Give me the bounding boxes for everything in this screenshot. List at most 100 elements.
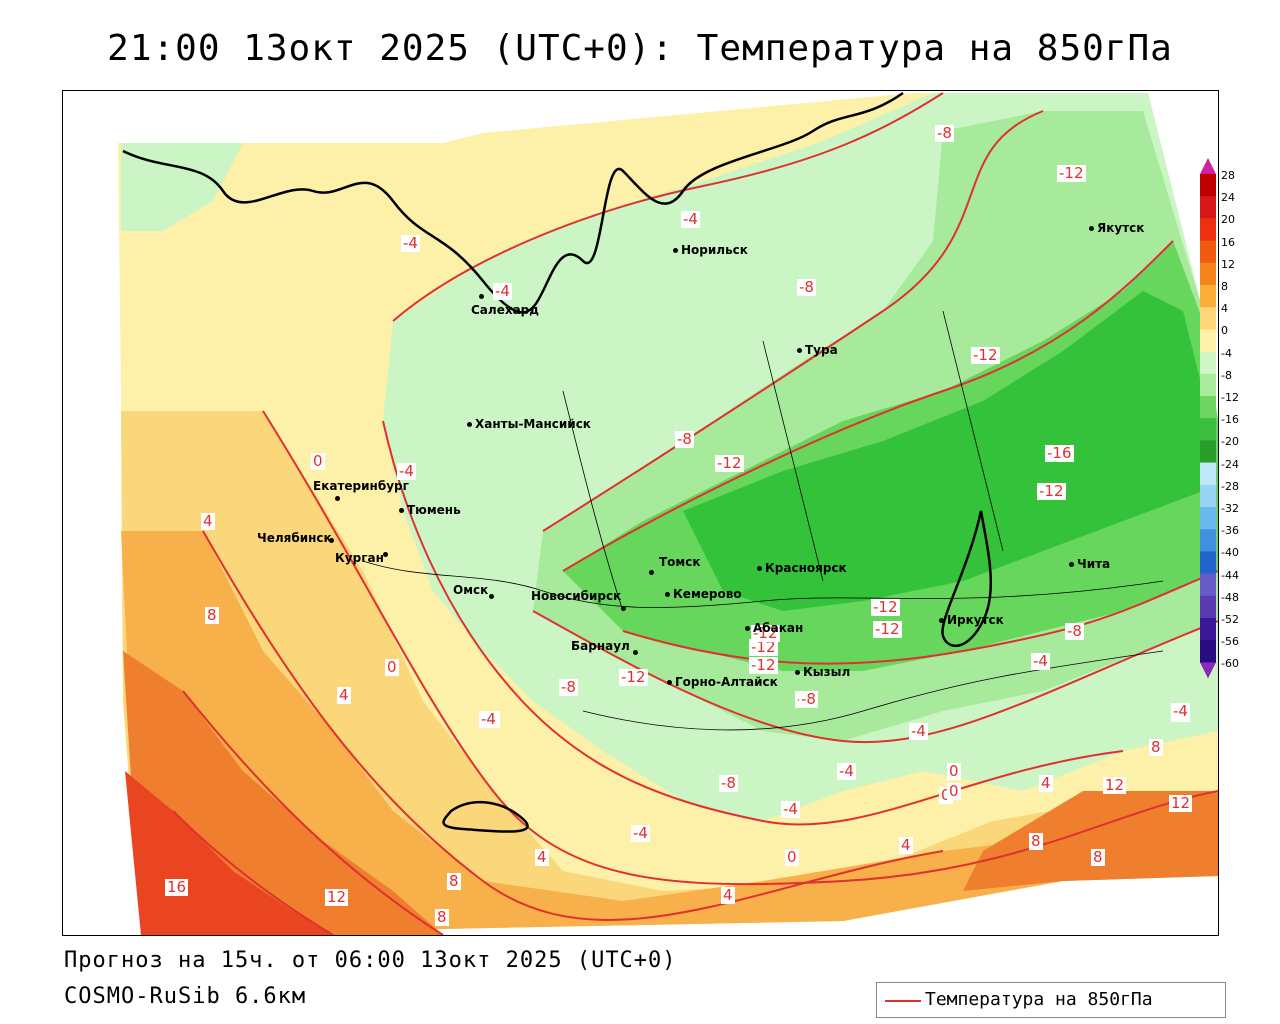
city-marker	[621, 601, 629, 615]
colorbar-swatch	[1200, 307, 1216, 330]
city-label: Екатеринбург	[313, 479, 409, 493]
colorbar-tick-label: 8	[1221, 280, 1228, 293]
colorbar-tick-label: -8	[1221, 368, 1232, 382]
colorbar-swatch	[1200, 418, 1216, 441]
contour-label: -8	[1065, 622, 1084, 640]
isotherms	[172, 92, 1218, 935]
colorbar-swatch	[1200, 329, 1216, 353]
contour-label: 4	[535, 848, 549, 866]
city-label: Салехард	[471, 303, 539, 317]
isotherm-4	[202, 530, 944, 921]
colorbar-tick-label: -24	[1221, 457, 1239, 471]
isotherm-minus12-south	[622, 570, 1218, 665]
city-marker: Красноярск	[757, 561, 847, 575]
contour-label: -4	[1171, 702, 1190, 720]
contour-label: -12	[749, 638, 778, 656]
colorbar-tick-label: -56	[1221, 635, 1239, 649]
contour-label: -4	[401, 234, 420, 252]
contour-label: 8	[447, 872, 461, 890]
city-label: Омск	[453, 583, 489, 597]
city-marker: Норильск	[673, 243, 748, 257]
contour-label: 12	[325, 888, 349, 906]
isotherm-8	[182, 690, 444, 935]
lake-balkhash	[442, 800, 529, 833]
city-marker: Абакан	[745, 621, 803, 635]
city-marker: Якутск	[1089, 221, 1144, 235]
contour-label: 4	[201, 512, 215, 530]
contour-label: -4	[1031, 652, 1050, 670]
isotherm-12	[172, 810, 334, 935]
colorbar-swatch	[1200, 218, 1216, 242]
city-marker: Кемерово	[665, 587, 742, 601]
contour-label: -4	[631, 824, 650, 842]
colorbar-swatch	[1200, 484, 1216, 508]
contour-label: -12	[1037, 482, 1066, 500]
border-line	[942, 310, 1004, 552]
contour-label: -8	[675, 430, 694, 448]
contour-label: 12	[1169, 794, 1193, 812]
contour-label: -12	[871, 598, 900, 616]
contour-label: -4	[397, 462, 416, 480]
colorbar	[1200, 158, 1216, 679]
contour-label: -12	[619, 668, 648, 686]
contour-label: -12	[749, 656, 778, 674]
colorbar-swatch	[1200, 240, 1216, 264]
colorbar-bottom-arrow	[1200, 662, 1216, 679]
contour-label: -12	[971, 346, 1000, 364]
contour-label: 12	[1103, 776, 1127, 794]
city-marker	[649, 565, 657, 579]
contour-label: 8	[1029, 832, 1043, 850]
colorbar-tick-label: 0	[1221, 324, 1228, 338]
colorbar-swatch	[1200, 529, 1216, 552]
city-label: Курган	[335, 551, 384, 565]
isotherm-minus8	[542, 110, 1044, 532]
warm-zone-12-east	[963, 791, 1218, 891]
colorbar-tick-label: 28	[1221, 169, 1235, 182]
colorbar-swatch	[1200, 440, 1216, 464]
contour-label: -4	[837, 762, 856, 780]
colorbar-tick-label: -4	[1221, 346, 1232, 360]
contour-label: 0	[385, 658, 399, 676]
colorbar-tick-label: -52	[1221, 613, 1239, 626]
colorbar-swatch	[1200, 573, 1216, 597]
contour-label: 8	[1149, 738, 1163, 756]
contour-label: 4	[1039, 774, 1053, 792]
contour-label: 8	[205, 606, 219, 624]
contour-label: 4	[721, 886, 735, 904]
city-marker: Иркутск	[939, 613, 1004, 627]
city-marker: Тюмень	[399, 503, 461, 517]
legend-label: Температура на 850гПа	[925, 989, 1153, 1010]
contour-label: -12	[873, 620, 902, 638]
border-line	[582, 650, 1164, 731]
contour-label: 4	[337, 686, 351, 704]
colorbar-swatch	[1200, 285, 1216, 308]
isotherm-0	[262, 410, 1218, 886]
cold-zone-minus4-nw	[121, 143, 243, 231]
colorbar-swatch	[1200, 351, 1216, 375]
contour-label: -8	[935, 124, 954, 142]
colorbar-swatch	[1200, 595, 1216, 619]
contour-label: -16	[1045, 444, 1074, 462]
colorbar-tick-label: 12	[1221, 257, 1235, 271]
contour-label: -4	[781, 800, 800, 818]
city-marker: Чита	[1069, 557, 1110, 571]
colorbar-swatch	[1200, 551, 1216, 575]
forecast-info: Прогноз на 15ч. от 06:00 13окт 2025 (UTC…	[64, 948, 677, 973]
contour-label: -8	[797, 278, 816, 296]
admin-borders	[362, 310, 1164, 731]
legend-line-swatch	[885, 1000, 921, 1002]
contour-label: 0	[311, 452, 325, 470]
colorbar-tick-label: -40	[1221, 546, 1239, 560]
colorbar-swatch	[1200, 262, 1216, 286]
city-marker	[633, 645, 641, 659]
cold-zone-minus16	[683, 291, 1203, 611]
isotherm-minus4	[392, 92, 944, 322]
city-marker	[329, 533, 337, 547]
contour-label: -12	[715, 454, 744, 472]
colorbar-tick-label: -28	[1221, 479, 1239, 493]
city-label: Томск	[659, 555, 701, 569]
colorbar-tick-label: 20	[1221, 213, 1235, 227]
isotherm-minus12	[562, 240, 1174, 572]
colorbar-swatch	[1200, 373, 1216, 397]
colorbar-tick-label: 4	[1221, 302, 1228, 316]
